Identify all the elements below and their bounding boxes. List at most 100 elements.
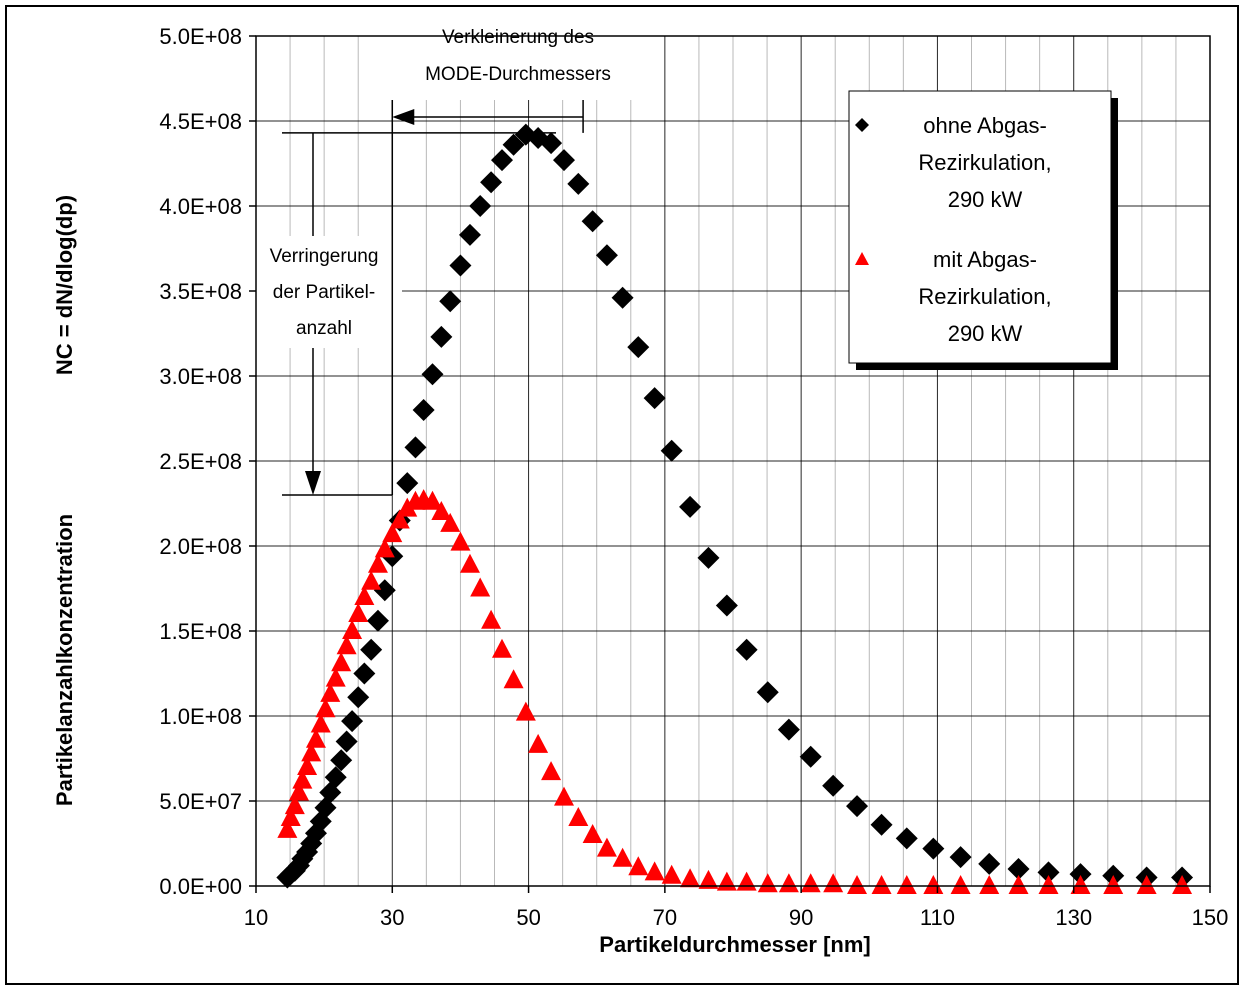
series-2-triangle-point xyxy=(320,682,341,702)
legend: ohne Abgas- Rezirkulation, 290 kW mit Ab… xyxy=(848,90,1118,370)
series-1-diamond-point xyxy=(469,195,492,217)
series-2-triangle-point xyxy=(1172,875,1193,894)
legend-series-2-line-2: Rezirkulation, xyxy=(918,284,1051,309)
legend-series-1-line-1: ohne Abgas- xyxy=(923,113,1047,138)
series-2-triangle-point xyxy=(354,586,375,605)
series-2-triangle-point xyxy=(503,669,524,689)
series-1-diamond-point xyxy=(949,846,972,869)
series-1-diamond-point xyxy=(553,149,576,172)
series-2-triangle-point xyxy=(361,570,382,590)
annotation-lines xyxy=(246,20,646,496)
series-1-diamond-point xyxy=(373,579,396,602)
series-2-triangle-point xyxy=(297,756,318,775)
series-1-diamond-point xyxy=(1037,861,1060,884)
y-tick-label: 3.0E+08 xyxy=(159,364,242,389)
mode-shift-label-background xyxy=(378,20,646,100)
series-2-triangle-point xyxy=(847,875,868,894)
y-tick-label: 1.5E+08 xyxy=(159,619,242,644)
series-1-diamond-point xyxy=(502,133,525,156)
series-1-diamond-point xyxy=(347,686,370,709)
series-2-triangle-point xyxy=(1038,875,1059,894)
series-2-triangle-point xyxy=(680,868,701,888)
mode-shift-arrowhead xyxy=(392,109,415,125)
series-1-diamond-point xyxy=(611,286,634,309)
series-2-triangle-point xyxy=(305,728,326,748)
series-2-triangle-point xyxy=(288,781,309,801)
series-1-diamond-point xyxy=(341,710,364,733)
series-2-triangle-point xyxy=(310,713,331,733)
series-2-triangle-point xyxy=(277,818,298,838)
series-2-triangle-point xyxy=(382,523,403,543)
count-reduction-arrowhead xyxy=(305,471,321,495)
series-1-diamond-point xyxy=(627,336,650,359)
series-1-diamond-point xyxy=(735,638,758,661)
series-1-diamond-point xyxy=(449,254,472,277)
x-axis-title: Partikeldurchmesser [nm] xyxy=(599,932,870,957)
y-tick-label: 1.0E+08 xyxy=(159,704,242,729)
series-2-triangle-point xyxy=(440,512,461,532)
series-2-triangle-point xyxy=(582,824,603,843)
x-tick-label: 50 xyxy=(516,905,540,930)
series-2-triangle-point xyxy=(661,864,682,884)
series-1-diamond-point xyxy=(595,244,618,267)
series-2-triangle-point xyxy=(301,742,322,762)
series-2-triangle-point xyxy=(612,847,633,867)
series-1-diamond-point xyxy=(430,325,453,348)
series-1-diamond-point xyxy=(480,171,503,194)
series-2-triangle-point xyxy=(292,769,313,789)
series-2-triangle-point xyxy=(757,873,778,893)
series-1-diamond-point xyxy=(1069,863,1092,886)
series-1-diamond-point xyxy=(335,730,358,753)
series-2-triangle-point xyxy=(280,807,301,826)
series-1-diamond-point xyxy=(396,472,419,495)
series-1-diamond-point xyxy=(540,132,563,155)
series-2-triangle-point xyxy=(979,875,1000,894)
y-axis-title-formula: NC = dN/dlog(dp) xyxy=(52,195,77,375)
legend-diamond-marker xyxy=(855,118,869,132)
series-2-triangle-point xyxy=(336,635,357,655)
series-1-diamond-point xyxy=(366,609,389,632)
series xyxy=(276,123,1194,894)
series-1-diamond-point xyxy=(756,681,779,704)
y-tick-label: 0.0E+00 xyxy=(159,874,242,899)
series-2-triangle-point xyxy=(459,553,480,573)
series-2-triangle-point xyxy=(596,837,617,857)
series-2-triangle-point xyxy=(554,786,575,806)
series-2-triangle-point xyxy=(348,603,369,622)
series-1-diamond-point xyxy=(458,223,481,246)
y-tick-label: 2.5E+08 xyxy=(159,449,242,474)
series-2-triangle-point xyxy=(422,490,443,510)
mode-shift-annotation: Verkleinerung des MODE-Durchmessers xyxy=(425,27,611,85)
series-1-diamond-point xyxy=(822,774,845,797)
legend-series-2-line-1: mit Abgas- xyxy=(933,247,1037,272)
series-1-diamond-point xyxy=(330,749,353,772)
series-1-diamond-point xyxy=(679,495,702,518)
legend-series-1-line-2: Rezirkulation, xyxy=(918,150,1051,175)
mode-shift-line-1: Verkleinerung des xyxy=(442,27,594,48)
x-tick-label: 130 xyxy=(1055,905,1092,930)
y-tick-label: 3.5E+08 xyxy=(159,279,242,304)
series-2-triangle-point xyxy=(515,701,536,721)
x-tick-label: 90 xyxy=(789,905,813,930)
series-1-diamond-point xyxy=(567,172,590,195)
series-1-diamond-point xyxy=(697,546,720,569)
x-tick-label: 10 xyxy=(244,905,268,930)
series-2-triangle-point xyxy=(568,807,589,826)
series-1-diamond-point xyxy=(581,210,604,233)
series-2-triangle-point xyxy=(374,538,395,558)
series-2-triangle-point xyxy=(1070,875,1091,894)
series-1-diamond-point xyxy=(643,387,666,410)
series-2-triangle-point xyxy=(923,875,944,894)
series-2-triangle-point xyxy=(528,733,549,753)
series-2-triangle-point xyxy=(1008,875,1029,894)
mode-shift-line-2: MODE-Durchmessers xyxy=(425,64,611,85)
series-2-triangle-point xyxy=(450,531,471,551)
series-2-triangle-point xyxy=(481,609,502,629)
series-2-triangle-point xyxy=(628,856,649,876)
count-reduction-line-3: anzahl xyxy=(296,318,352,339)
series-2-triangle-point xyxy=(698,869,719,889)
series-1-diamond-point xyxy=(777,718,800,741)
series-2-triangle-point xyxy=(1103,875,1124,894)
series-2-triangle-point xyxy=(431,501,452,520)
